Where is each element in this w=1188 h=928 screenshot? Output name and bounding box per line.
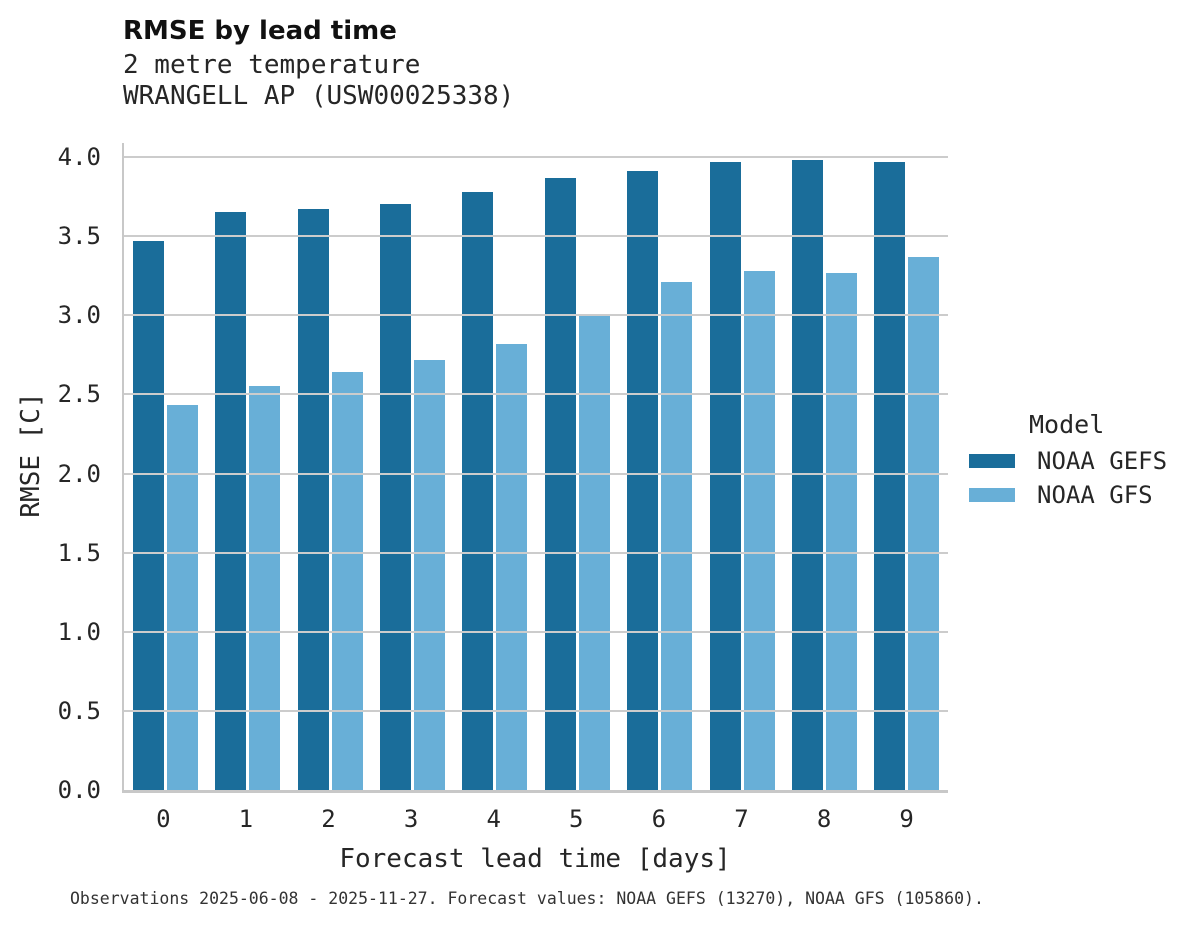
bar-noaa-gfs-day-4 bbox=[496, 344, 528, 790]
bar-noaa-gfs-day-9 bbox=[908, 257, 940, 790]
gridline bbox=[124, 156, 948, 158]
x-axis-tick-label: 7 bbox=[734, 805, 749, 833]
x-axis-tick-label: 3 bbox=[403, 805, 419, 833]
x-axis-tick-label: 5 bbox=[569, 805, 584, 833]
y-axis-tick-label: 3.5 bbox=[57, 222, 101, 251]
legend-swatch-noaa-gfs-icon bbox=[969, 488, 1015, 502]
x-axis-tick-label: 6 bbox=[651, 805, 667, 833]
bar-noaa-gfs-day-8 bbox=[825, 273, 857, 790]
legend-label-noaa-gefs: NOAA GEFS bbox=[1037, 447, 1168, 475]
bar-group-day-4 bbox=[454, 143, 536, 790]
y-axis-tick-label: 4.0 bbox=[57, 143, 101, 171]
bar-groups bbox=[124, 143, 948, 790]
y-axis-tick-label: 0.5 bbox=[57, 696, 101, 725]
y-axis-tick-label: 2.0 bbox=[57, 459, 101, 488]
legend-swatch-noaa-gefs-icon bbox=[969, 454, 1015, 468]
gridline bbox=[124, 630, 948, 633]
y-axis-tick-label: 1.0 bbox=[57, 617, 101, 646]
legend-entry-noaa-gfs: NOAA GFS bbox=[969, 478, 1167, 512]
legend: Model NOAA GEFS NOAA GFS bbox=[969, 410, 1167, 512]
y-axis-tick-label: 0.0 bbox=[57, 776, 101, 804]
bar-noaa-gefs-day-2 bbox=[297, 209, 329, 790]
gridline bbox=[124, 235, 948, 238]
x-axis-tick-label: 2 bbox=[321, 805, 336, 833]
gridline bbox=[124, 551, 948, 554]
bar-noaa-gfs-day-7 bbox=[743, 271, 775, 790]
bar-noaa-gefs-day-0 bbox=[132, 241, 164, 790]
bar-group-day-3 bbox=[371, 143, 453, 790]
bar-noaa-gefs-day-1 bbox=[215, 212, 247, 790]
chart-subtitle-line-1: 2 metre temperature bbox=[123, 50, 421, 80]
x-axis-tick-labels: 0 1 2 3 4 5 6 7 8 9 bbox=[122, 805, 948, 833]
bar-noaa-gefs-day-4 bbox=[462, 192, 494, 790]
bar-noaa-gefs-day-7 bbox=[709, 162, 741, 790]
bar-noaa-gefs-day-5 bbox=[544, 178, 576, 790]
bar-noaa-gfs-day-1 bbox=[249, 386, 281, 790]
chart-subtitle-line-2: WRANGELL AP (USW00025338) bbox=[123, 81, 515, 111]
bar-group-day-8 bbox=[783, 143, 865, 790]
x-axis-tick-label: 4 bbox=[486, 805, 501, 833]
x-axis-title: Forecast lead time [days] bbox=[339, 844, 731, 874]
y-axis-tick-label: 1.5 bbox=[57, 538, 101, 567]
plot-area bbox=[122, 143, 948, 793]
y-axis-tick-label: 2.5 bbox=[57, 380, 101, 409]
gridline bbox=[124, 314, 948, 317]
bar-noaa-gefs-day-6 bbox=[627, 171, 659, 790]
bar-noaa-gefs-day-8 bbox=[791, 160, 823, 790]
bar-group-day-9 bbox=[866, 143, 948, 790]
bar-group-day-6 bbox=[618, 143, 700, 790]
bar-group-day-5 bbox=[536, 143, 618, 790]
gridline bbox=[124, 393, 948, 396]
bar-group-day-1 bbox=[206, 143, 288, 790]
bar-noaa-gfs-day-2 bbox=[331, 372, 363, 790]
chart-title: RMSE by lead time bbox=[123, 16, 397, 46]
x-axis-tick-label: 9 bbox=[899, 805, 914, 833]
y-axis-tick-labels: 0.0 0.5 1.0 1.5 2.0 2.5 3.0 3.5 4.0 bbox=[0, 143, 101, 804]
bar-noaa-gfs-day-6 bbox=[661, 282, 693, 790]
legend-title: Model bbox=[1029, 410, 1105, 439]
legend-label-noaa-gfs: NOAA GFS bbox=[1037, 481, 1153, 509]
legend-entry-noaa-gefs: NOAA GEFS bbox=[969, 444, 1167, 478]
chart-subtitle: 2 metre temperature WRANGELL AP (USW0002… bbox=[123, 50, 514, 112]
gridline bbox=[124, 709, 948, 712]
bar-noaa-gefs-day-9 bbox=[874, 162, 906, 790]
bar-noaa-gfs-day-3 bbox=[413, 360, 445, 790]
x-axis-tick-label: 0 bbox=[156, 805, 171, 833]
x-axis-tick-label: 1 bbox=[238, 805, 254, 833]
bar-noaa-gfs-day-0 bbox=[166, 405, 198, 790]
y-axis-tick-label: 3.0 bbox=[57, 301, 101, 330]
bar-group-day-0 bbox=[124, 143, 206, 790]
bar-group-day-2 bbox=[289, 143, 371, 790]
bar-noaa-gefs-day-3 bbox=[379, 204, 411, 790]
caption: Observations 2025-06-08 - 2025-11-27. Fo… bbox=[70, 889, 984, 908]
gridline bbox=[124, 472, 948, 475]
bar-group-day-7 bbox=[701, 143, 783, 790]
x-axis-tick-label: 8 bbox=[816, 805, 832, 833]
